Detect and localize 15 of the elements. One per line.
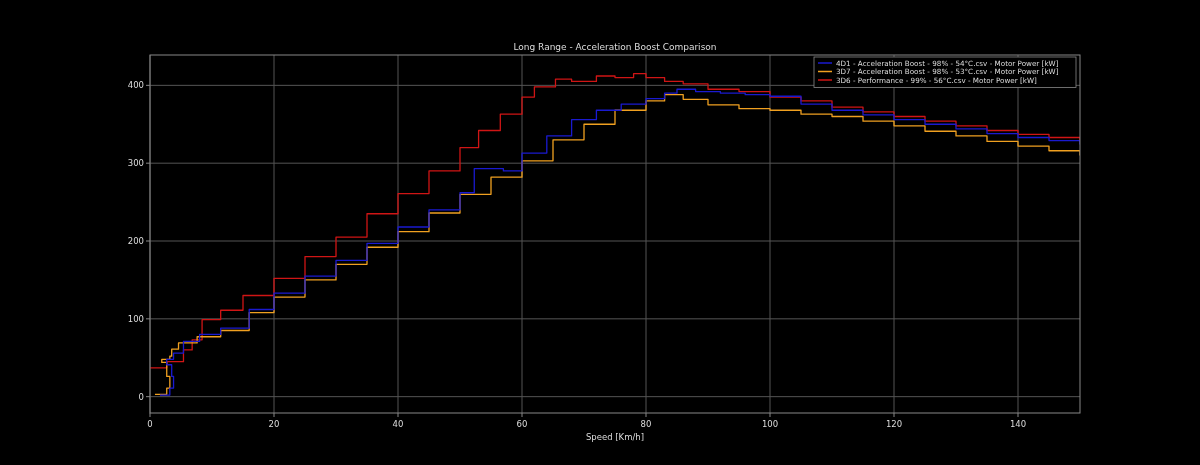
x-tick-label: 60 (516, 419, 528, 429)
y-tick-label: 100 (127, 313, 144, 324)
chart-title: Long Range - Acceleration Boost Comparison (513, 42, 717, 52)
y-tick-label: 200 (127, 236, 144, 246)
x-tick-label: 100 (761, 419, 779, 429)
x-axis-title: Speed [Km/h] (585, 432, 645, 442)
x-tick-label: 20 (268, 419, 280, 429)
y-tick-label: 0 (138, 391, 144, 402)
x-tick-label: 80 (640, 419, 652, 429)
x-tick-label: 140 (1009, 419, 1027, 429)
y-tick-label: 400 (127, 80, 144, 91)
x-tick-label: 0 (147, 419, 153, 429)
x-tick-label: 40 (392, 419, 404, 429)
x-tick-label: 120 (885, 419, 903, 429)
y-tick-label: 300 (127, 158, 144, 169)
